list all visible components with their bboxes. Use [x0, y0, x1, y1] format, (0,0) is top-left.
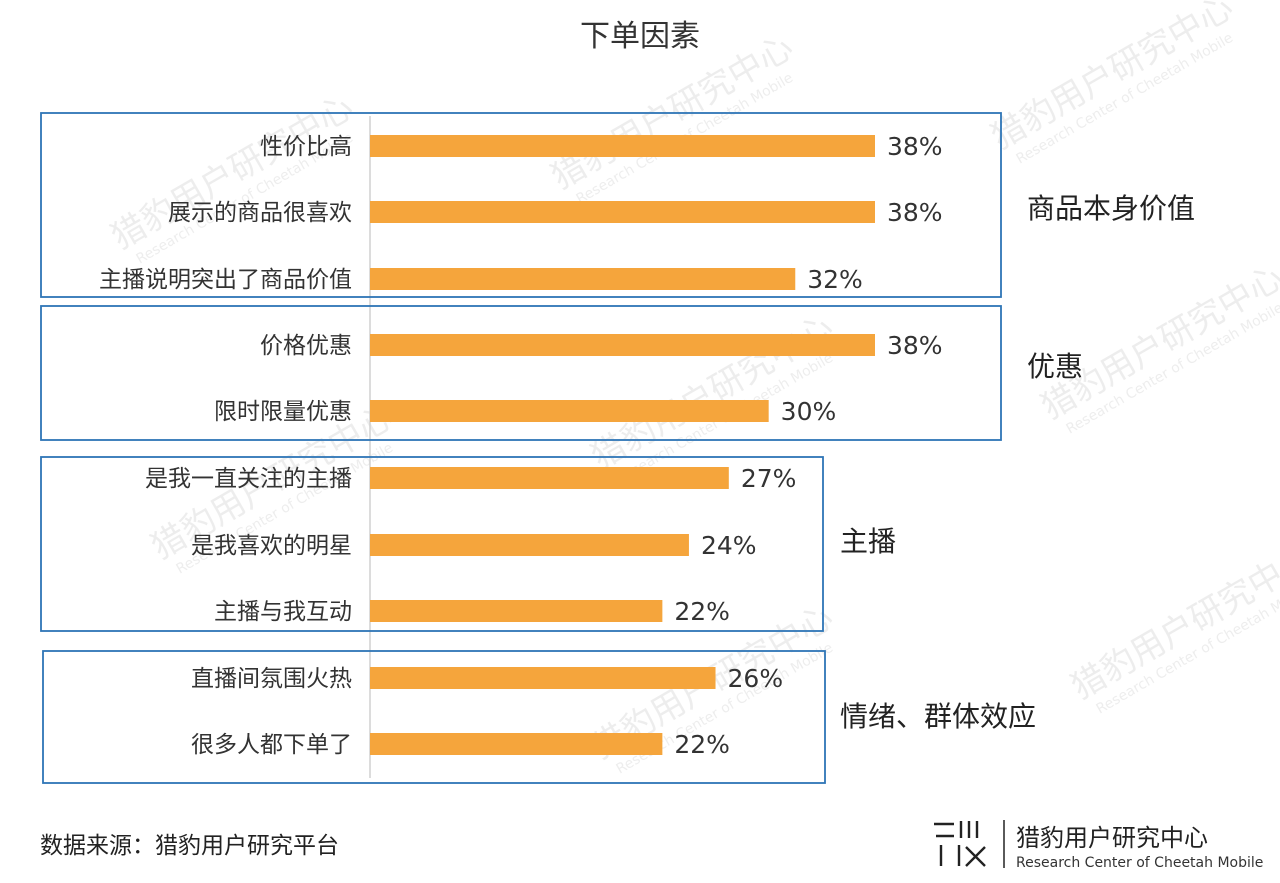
- bar-series: 性价比高 38% 展示的商品很喜欢 38% 主播说明突出了商品价值 32% 价格优惠 38% 限…: [99, 132, 943, 759]
- group-frame: [42, 650, 826, 784]
- bar: [370, 268, 796, 290]
- value-label: 32%: [807, 265, 863, 294]
- logo: 猎豹用户研究中心 Research Center of Cheetah Mobi…: [934, 820, 1263, 871]
- bar: [370, 733, 663, 755]
- value-label: 38%: [887, 198, 943, 227]
- category-label: 主播说明突出了商品价值: [99, 267, 352, 293]
- bar: [370, 667, 716, 689]
- bar: [370, 534, 689, 556]
- source-note: 数据来源：猎豹用户研究平台: [40, 833, 339, 859]
- bar: [370, 400, 769, 422]
- value-label: 22%: [674, 730, 730, 759]
- category-label: 展示的商品很喜欢: [168, 200, 352, 226]
- group-label: 优惠: [1027, 350, 1083, 383]
- bar: [370, 135, 875, 157]
- value-label: 38%: [887, 132, 943, 161]
- category-label: 性价比高: [260, 134, 352, 160]
- watermark-text-cn: 猎豹用户研究中心: [985, 0, 1241, 158]
- category-label: 很多人都下单了: [191, 732, 352, 758]
- bar: [370, 201, 875, 223]
- watermark-text-cn: 猎豹用户研究中心: [1035, 257, 1280, 428]
- category-label: 价格优惠: [260, 333, 352, 359]
- value-label: 24%: [701, 531, 757, 560]
- group-label: 商品本身价值: [1027, 192, 1195, 225]
- group-frame: [40, 456, 824, 632]
- logo-mark-icon: [934, 821, 986, 867]
- category-label: 是我喜欢的明星: [191, 533, 352, 559]
- bar: [370, 600, 663, 622]
- value-label: 22%: [674, 597, 730, 626]
- bar: [370, 334, 875, 356]
- watermark-text-cn: 猎豹用户研究中心: [585, 307, 841, 478]
- category-label: 限时限量优惠: [214, 399, 352, 425]
- category-label: 是我一直关注的主播: [145, 466, 352, 492]
- value-label: 26%: [728, 664, 784, 693]
- group-label: 主播: [840, 525, 896, 558]
- group-label: 情绪、群体效应: [840, 700, 1036, 733]
- group-frame: [40, 305, 1002, 441]
- value-label: 27%: [741, 464, 797, 493]
- group-frame: [40, 112, 1002, 298]
- chart-title: 下单因素: [580, 19, 700, 54]
- logo-en-text: Research Center of Cheetah Mobile: [1016, 855, 1263, 871]
- logo-cn-text: 猎豹用户研究中心: [1016, 824, 1208, 852]
- value-label: 38%: [887, 331, 943, 360]
- category-label: 主播与我互动: [214, 599, 352, 625]
- bar: [370, 467, 729, 489]
- value-label: 30%: [781, 397, 837, 426]
- category-label: 直播间氛围火热: [191, 666, 352, 692]
